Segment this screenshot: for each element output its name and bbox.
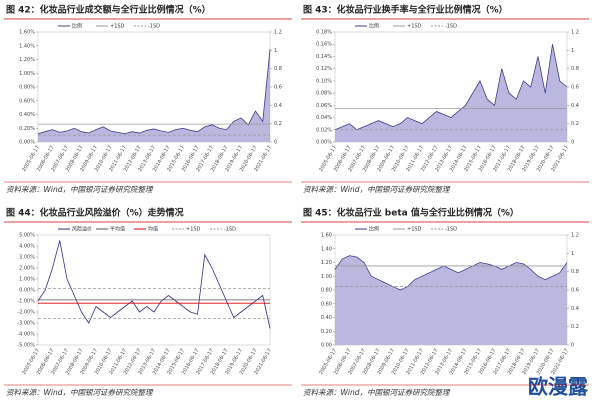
y2-tick-label: 0.4 bbox=[274, 103, 282, 109]
line bbox=[334, 255, 568, 291]
y-tick-label: 0.00% bbox=[316, 140, 332, 146]
line bbox=[37, 49, 271, 135]
legend-label: 比例 bbox=[369, 226, 379, 233]
y-tick-label: 0.40% bbox=[19, 112, 35, 118]
y-tick-label: 3.00% bbox=[19, 255, 35, 261]
y2-tick-label: 0.8 bbox=[571, 269, 579, 275]
y-tick-label: -5.00% bbox=[17, 343, 35, 349]
y2-tick-label: 0.2 bbox=[571, 121, 579, 127]
y-tick-label: 0.60% bbox=[19, 98, 35, 104]
area bbox=[335, 44, 567, 142]
y-tick-label: 0.14% bbox=[316, 54, 332, 60]
y-tick-label: 0.04% bbox=[316, 115, 332, 121]
y-tick-label: 0.18% bbox=[316, 30, 332, 36]
y2-tick-label: 1 bbox=[274, 48, 277, 54]
source: 资料来源：Wind，中国银河证券研究院整理 bbox=[6, 388, 154, 397]
legend-label: 均值 bbox=[148, 226, 158, 233]
y2-tick-label: 0.6 bbox=[571, 85, 579, 91]
y-tick-label: 4.00% bbox=[19, 244, 35, 250]
y2-tick-label: 0.8 bbox=[571, 66, 579, 72]
y-tick-label: 0.02% bbox=[316, 127, 332, 133]
y-tick-label: 1.20 bbox=[321, 260, 332, 266]
y2-tick-label: 0.4 bbox=[571, 103, 579, 109]
y-tick-label: -3.00% bbox=[17, 321, 35, 327]
y2-tick-label: 1.2 bbox=[571, 30, 579, 36]
y2-tick-label: 0 bbox=[571, 343, 574, 349]
y-tick-label: 0.20 bbox=[321, 329, 332, 335]
y-tick-label: 1.40 bbox=[321, 246, 332, 252]
y-tick-label: 2.00% bbox=[19, 266, 35, 272]
y-tick-label: 1.40% bbox=[19, 43, 35, 49]
y2-tick-label: 0.6 bbox=[571, 288, 579, 294]
y2-tick-label: 0.2 bbox=[274, 121, 282, 127]
legend-label: -1SD bbox=[148, 24, 160, 30]
y-tick-label: 0.00% bbox=[19, 140, 35, 146]
area bbox=[38, 49, 270, 142]
legend-label: +1SD bbox=[110, 24, 125, 30]
y-tick-label: 0.16% bbox=[316, 42, 332, 48]
line bbox=[334, 44, 568, 131]
y2-tick-label: 1.2 bbox=[571, 233, 579, 239]
y-tick-label: 1.00 bbox=[321, 274, 332, 280]
y2-tick-label: 0.4 bbox=[571, 306, 579, 312]
y-tick-label: 1.00% bbox=[19, 71, 35, 77]
watermark: 欧漫露 bbox=[528, 375, 589, 399]
y-tick-label: 0.80 bbox=[321, 288, 332, 294]
y2-tick-label: 0.2 bbox=[571, 324, 579, 330]
y-tick-label: 0.12% bbox=[316, 66, 332, 72]
y-tick-label: 0.60 bbox=[321, 301, 332, 307]
y2-tick-label: 0.6 bbox=[274, 85, 282, 91]
y2-tick-label: 1 bbox=[571, 251, 574, 257]
legend-label: 比例 bbox=[369, 23, 379, 30]
y-tick-label: 0.80% bbox=[19, 85, 35, 91]
legend-label: 平均值 bbox=[110, 226, 125, 233]
y2-tick-label: 0.8 bbox=[274, 66, 282, 72]
legend-label: 风险溢价 bbox=[72, 226, 92, 233]
y-tick-label: -1.00% bbox=[17, 299, 35, 305]
source: 资料来源：Wind，中国银河证券研究院整理 bbox=[303, 388, 451, 397]
legend-label: -1SD bbox=[445, 227, 457, 233]
y-tick-label: 0.40 bbox=[321, 315, 332, 321]
legend-label: +1SD bbox=[407, 227, 422, 233]
legend-label: +1SD bbox=[186, 227, 201, 233]
y-tick-label: 0.00 bbox=[321, 343, 332, 349]
legend-label: -1SD bbox=[445, 24, 457, 30]
y-tick-label: 0.08% bbox=[316, 91, 332, 97]
y-tick-label: 0.10% bbox=[316, 78, 332, 84]
chart-title: 图 42：化妆品行业成交额与全行业比例情况（%） bbox=[6, 4, 211, 16]
y2-tick-label: 0 bbox=[571, 140, 574, 146]
y-tick-label: 5.00% bbox=[19, 233, 35, 239]
y-tick-label: 1.60 bbox=[321, 233, 332, 239]
legend-label: 比例 bbox=[72, 23, 82, 30]
y-tick-label: 1.20% bbox=[19, 57, 35, 63]
y-tick-label: -4.00% bbox=[17, 332, 35, 338]
y-tick-label: 1.60% bbox=[19, 30, 35, 36]
chart-title: 图 45：化妆品行业 beta 值与全行业比例情况（%） bbox=[303, 207, 519, 219]
y-tick-label: 1.00% bbox=[19, 277, 35, 283]
line bbox=[37, 240, 271, 329]
chart-title: 图 43：化妆品行业换手率与全行业比例情况（%） bbox=[303, 4, 508, 16]
y2-tick-label: 0 bbox=[274, 140, 277, 146]
legend-label: +1SD bbox=[407, 24, 422, 30]
plot-frame bbox=[37, 234, 271, 346]
source: 资料来源：Wind，中国银河证券研究院整理 bbox=[6, 185, 154, 194]
source: 资料来源：Wind，中国银河证券研究院整理 bbox=[303, 185, 451, 194]
y-tick-label: -2.00% bbox=[17, 310, 35, 316]
legend-label: -1SD bbox=[224, 227, 236, 233]
y2-tick-label: 1.2 bbox=[274, 30, 282, 36]
y-tick-label: 0.06% bbox=[316, 103, 332, 109]
y2-tick-label: 1 bbox=[571, 48, 574, 54]
y-tick-label: 0.00% bbox=[19, 288, 35, 294]
area bbox=[335, 255, 567, 345]
chart-title: 图 44：化妆品行业风险溢价（%）走势情况 bbox=[6, 207, 184, 219]
y-tick-label: 0.20% bbox=[19, 126, 35, 132]
